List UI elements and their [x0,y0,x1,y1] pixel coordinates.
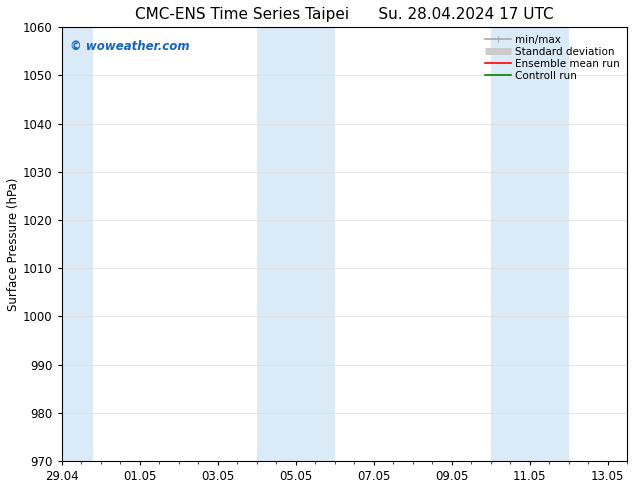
Bar [257,27,335,461]
Y-axis label: Surface Pressure (hPa): Surface Pressure (hPa) [7,177,20,311]
Bar [61,27,93,461]
Legend: min/max, Standard deviation, Ensemble mean run, Controll run: min/max, Standard deviation, Ensemble me… [482,31,623,84]
Title: CMC-ENS Time Series Taipei      Su. 28.04.2024 17 UTC: CMC-ENS Time Series Taipei Su. 28.04.202… [135,7,553,22]
Text: © woweather.com: © woweather.com [70,40,190,53]
Bar [491,27,569,461]
